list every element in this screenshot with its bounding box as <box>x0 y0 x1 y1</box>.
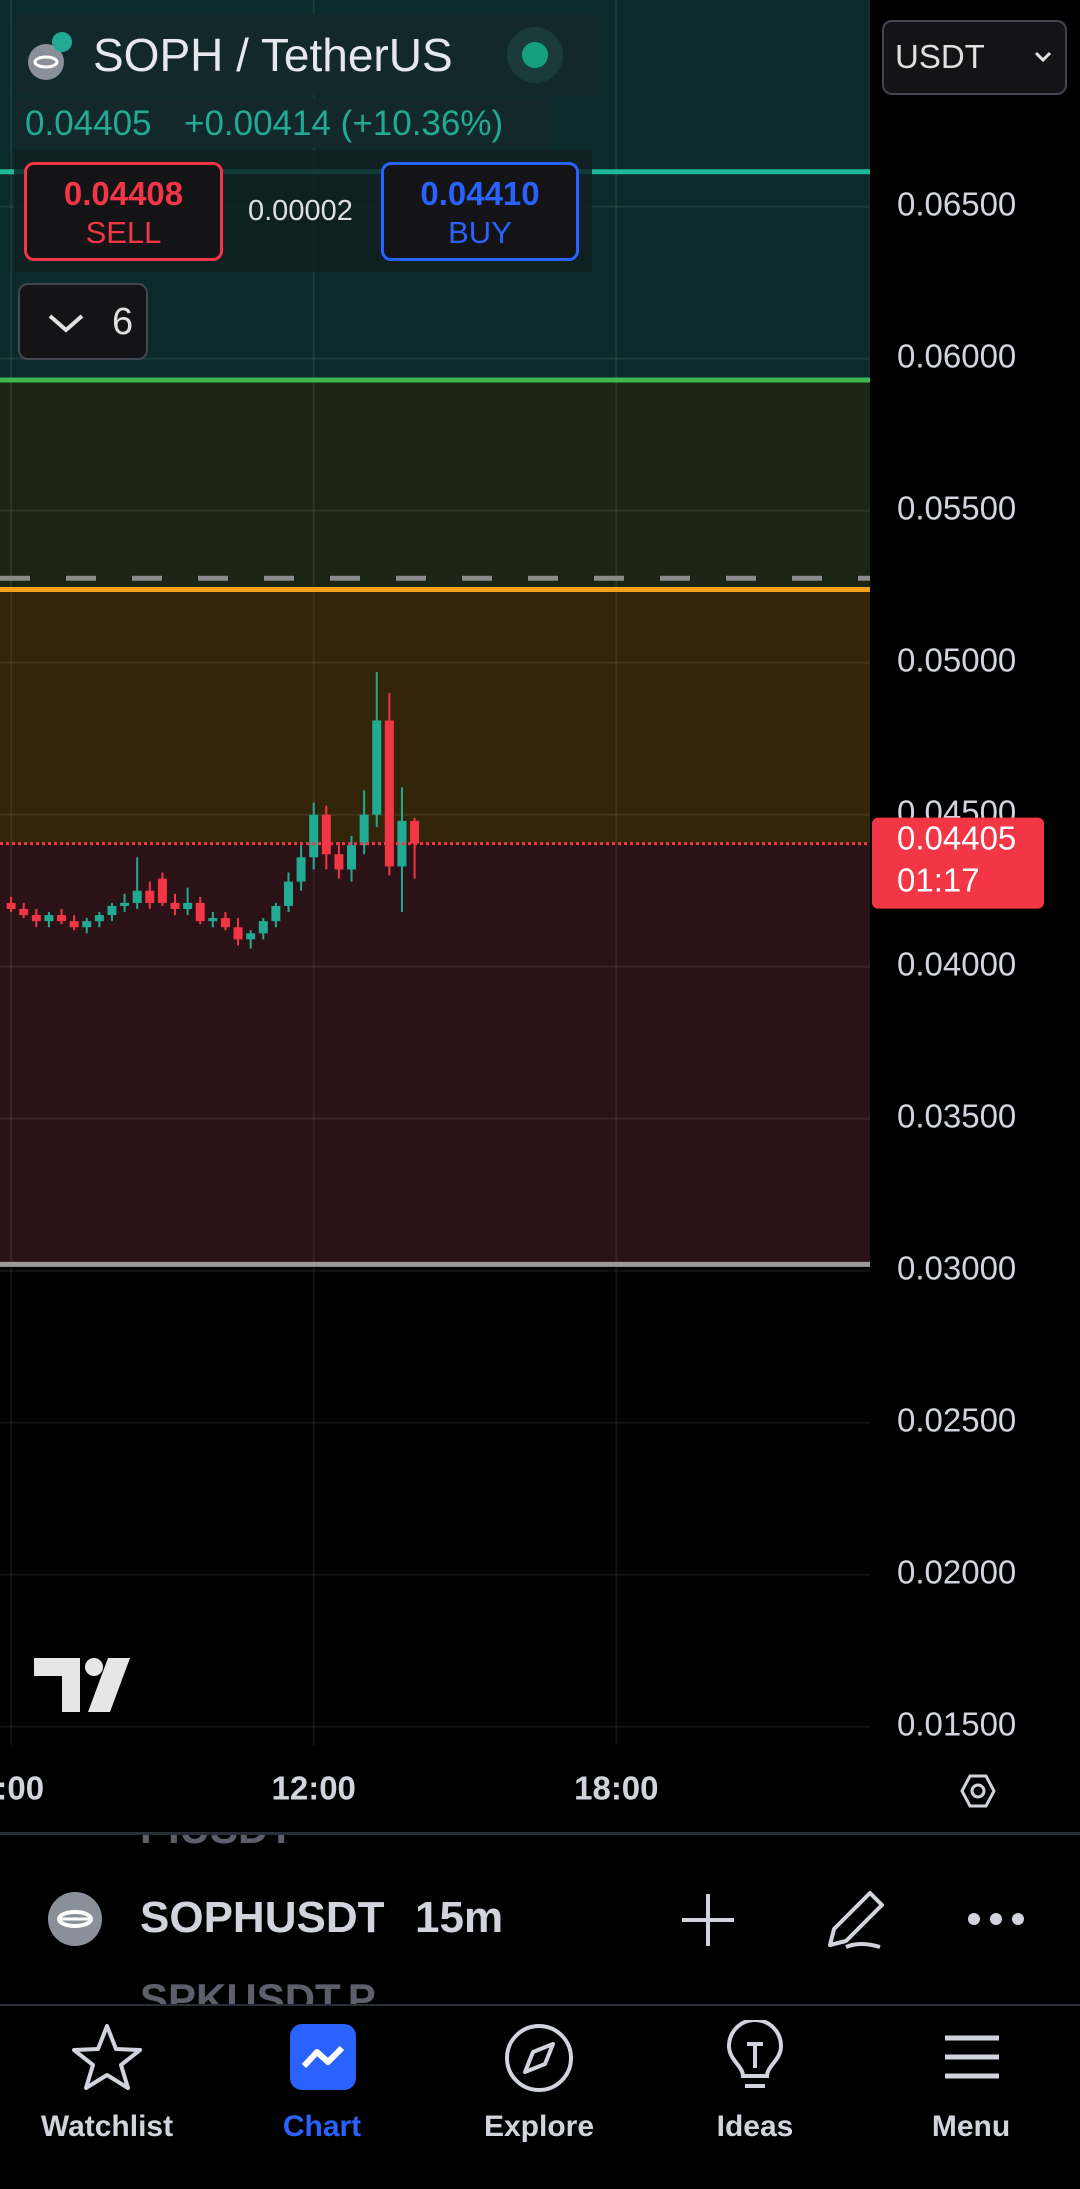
symbol-logo <box>28 32 72 80</box>
candle-body <box>334 854 344 870</box>
nav-label[interactable]: Ideas <box>716 2110 794 2143</box>
price-bar <box>14 98 551 148</box>
y-tick-label: 0.05500 <box>897 489 1016 526</box>
sell-label: SELL <box>85 215 162 250</box>
y-tick-label: 0.03000 <box>897 1249 1016 1286</box>
currency-select[interactable] <box>882 20 1067 95</box>
sell-button[interactable]: 0.04408 SELL <box>24 162 223 261</box>
y-tick-label: 0.01500 <box>897 1705 1016 1742</box>
divider <box>0 2004 1080 2006</box>
x-tick-label: 12:00 <box>272 1770 356 1807</box>
candle-body <box>31 915 41 922</box>
settings-button <box>970 1783 986 1799</box>
candle-body <box>170 902 180 909</box>
candle-body <box>157 878 167 903</box>
interval[interactable]: 15m <box>415 1893 504 1942</box>
candle-body <box>132 890 142 903</box>
symbol-name[interactable]: SOPHUSDT <box>140 1893 385 1942</box>
next-symbol[interactable]: SPKUSDT.P <box>140 1975 376 2005</box>
buy-label: BUY <box>448 215 512 250</box>
prev-symbol[interactable]: PIUSDT <box>140 1835 294 1853</box>
candle-body <box>183 902 193 909</box>
buy-price: 0.04410 <box>420 175 540 212</box>
tv-logo <box>34 1658 130 1712</box>
more-button[interactable] <box>966 1906 1026 1932</box>
zone <box>0 589 870 844</box>
candle-body <box>107 905 117 916</box>
symbol-title: SOPH / TetherUS <box>93 29 453 81</box>
symbol-icon <box>48 1892 102 1946</box>
candle-body <box>359 814 369 846</box>
symbol-header[interactable] <box>14 14 603 95</box>
y-tick-label: 0.06500 <box>897 185 1016 222</box>
y-tick-label: 0.02000 <box>897 1553 1016 1590</box>
chevron-icon <box>48 314 84 333</box>
candle-body <box>321 814 331 855</box>
currency: USDT <box>895 38 985 75</box>
zone <box>0 380 870 590</box>
nav-label[interactable]: Explore <box>483 2110 595 2143</box>
candle-body <box>120 902 130 906</box>
y-tick-label: 0.04000 <box>897 945 1016 982</box>
countdown-label: 01:17 <box>897 861 980 898</box>
last-price: 0.04405 <box>25 104 152 143</box>
candle-body <box>271 905 281 922</box>
explore-icon[interactable] <box>503 2022 575 2094</box>
y-tick-label: 0.02500 <box>897 1401 1016 1438</box>
x-tick-label: 6:00 <box>0 1770 44 1807</box>
candle-body <box>347 845 357 870</box>
zone <box>0 843 870 1265</box>
price-change: +0.00414 (+10.36%) <box>184 104 504 143</box>
candle-body <box>57 915 67 922</box>
chart-icon[interactable] <box>290 2024 356 2090</box>
candle-body <box>258 921 268 934</box>
candle-body <box>82 921 92 928</box>
spread: 0.00002 <box>248 195 353 227</box>
x-tick-label: 18:00 <box>574 1770 658 1807</box>
y-tick-label: 0.03500 <box>897 1097 1016 1134</box>
symbol-bar: PIUSDT SPKUSDT.P <box>0 1835 1080 2005</box>
candle-body <box>384 720 394 867</box>
candle-body <box>246 933 256 940</box>
candle-body <box>233 927 243 940</box>
settings-button[interactable] <box>960 1774 996 1808</box>
candle-body <box>283 881 293 906</box>
add-button[interactable] <box>680 1892 736 1948</box>
menu-icon[interactable] <box>943 2034 1001 2080</box>
sell-price: 0.04408 <box>63 175 184 212</box>
market-status <box>507 27 563 83</box>
candle-body <box>296 857 306 882</box>
candle-body <box>220 918 230 928</box>
candle-body <box>397 820 407 867</box>
buy-button[interactable]: 0.04410 BUY <box>381 162 579 261</box>
candle-body <box>145 890 155 903</box>
y-tick-label: 0.06000 <box>897 337 1016 374</box>
candle-body <box>44 915 54 922</box>
chart: 0.01500 0.02000 0.02500 0.03000 0.03500 0.040… <box>0 0 1044 1808</box>
dropdown-icon <box>1034 51 1052 63</box>
y-tick-label: 0.05000 <box>897 641 1016 678</box>
candle-body <box>410 820 420 844</box>
indicators-count: 6 <box>112 301 134 343</box>
candle-body <box>208 918 218 922</box>
candle-body <box>195 902 205 922</box>
ideas-icon[interactable] <box>723 2020 787 2100</box>
tv-logo <box>85 1658 103 1676</box>
watchlist-icon[interactable] <box>70 2022 144 2092</box>
candle-body <box>94 915 104 922</box>
candle-body <box>372 720 382 815</box>
nav-label[interactable]: Watchlist <box>40 2110 174 2143</box>
last-price-label: 0.04405 <box>897 819 1016 856</box>
candle-body <box>6 902 16 909</box>
indicators-toggle[interactable] <box>18 283 148 360</box>
candle-body <box>69 921 79 928</box>
nav-label[interactable]: Chart <box>282 2110 362 2143</box>
last-price-tag <box>872 817 1044 909</box>
draw-button[interactable] <box>820 1885 890 1955</box>
divider <box>0 1832 1080 1835</box>
nav-label[interactable]: Menu <box>931 2110 1011 2143</box>
candle-body <box>309 814 319 858</box>
candle-body <box>19 908 29 916</box>
